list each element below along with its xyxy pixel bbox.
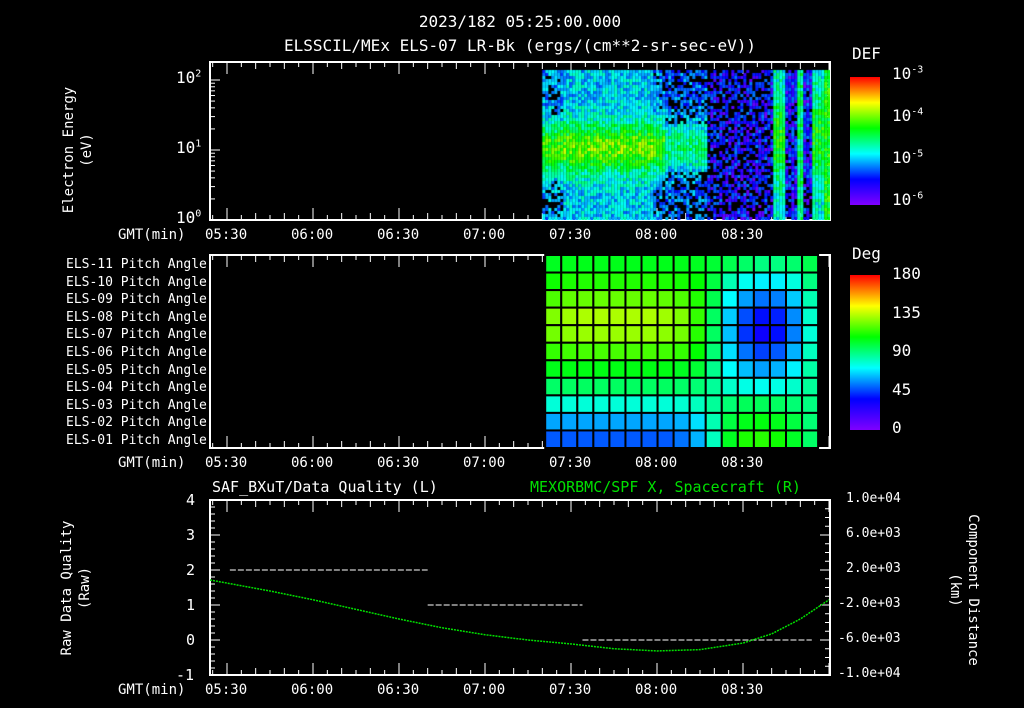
def-colorbar-tick-exponent: -6 <box>911 190 924 202</box>
deg-colorbar-tick: 45 <box>892 379 912 399</box>
pitch-angle-row-label: ELS-07 Pitch Angle <box>66 327 207 343</box>
plot-subtitle: ELSSCIL/MEx ELS-07 LR-Bk (ergs/(cm**2-sr… <box>283 36 756 55</box>
def-colorbar-tick-base: 10 <box>892 64 912 83</box>
gmt-label: GMT(min) <box>118 682 186 698</box>
pitch-angle-row-label: ELS-03 Pitch Angle <box>66 397 207 413</box>
def-colorbar-tick: 10-3 <box>892 64 923 83</box>
distance-tick-label: 1.0e+04 <box>846 491 901 506</box>
deg-colorbar-tick: 135 <box>892 302 921 322</box>
def-colorbar-tick-base: 10 <box>892 190 912 209</box>
energy-tick-label-exponent: 2 <box>195 68 202 80</box>
distance-tick-label: 2.0e+03 <box>846 561 901 576</box>
def-colorbar-tick-exponent: -4 <box>911 106 924 118</box>
quality-title: SAF_BXuT/Data Quality (L) <box>212 478 438 496</box>
pitch-angle-row-label: ELS-04 Pitch Angle <box>66 380 207 396</box>
quality-tick-label: 3 <box>186 526 196 544</box>
plot-timestamp: 2023/182 05:25:00.000 <box>418 12 622 31</box>
time-tick-label: 08:00 <box>635 227 678 243</box>
time-tick-label: 07:00 <box>463 682 506 698</box>
panel-frame-2 <box>209 254 831 449</box>
pitch-angle-row-label: ELS-06 Pitch Angle <box>66 345 207 360</box>
energy-tick-label: 102 <box>176 68 201 87</box>
pitch-angle-row-label: ELS-11 Pitch Angle <box>66 257 207 272</box>
time-tick-label: 08:30 <box>721 682 764 698</box>
energy-spectrogram <box>210 62 830 220</box>
distance-tick-label: -1.0e+04 <box>838 666 901 681</box>
time-tick-label: 07:30 <box>549 682 592 698</box>
def-colorbar-tick: 10-6 <box>892 190 923 209</box>
time-tick-label: 07:00 <box>463 455 506 471</box>
gmt-label: GMT(min) <box>118 227 186 243</box>
energy-tick-label-base: 10 <box>176 68 196 87</box>
distance-tick-label: 6.0e+03 <box>846 526 901 541</box>
time-tick-label: 08:30 <box>721 227 764 243</box>
deg-colorbar-tick: 180 <box>892 264 921 283</box>
time-tick-label: 06:00 <box>291 227 334 243</box>
deg-colorbar <box>850 275 880 430</box>
energy-tick-label: 101 <box>176 138 201 157</box>
time-tick-label: 07:30 <box>549 455 592 471</box>
def-colorbar-tick: 10-5 <box>892 148 923 167</box>
energy-tick-label-exponent: 1 <box>195 138 202 150</box>
time-tick-label: 08:30 <box>721 455 764 471</box>
pitch-angle-row-label: ELS-10 Pitch Angle <box>66 274 207 290</box>
deg-colorbar-tick: 0 <box>892 418 902 437</box>
time-tick-label: 08:00 <box>635 682 678 698</box>
def-colorbar-tick-base: 10 <box>892 106 912 125</box>
distance-tick-label: -2.0e+03 <box>838 596 901 611</box>
time-tick-label: 05:30 <box>205 227 248 243</box>
time-tick-label: 05:30 <box>205 455 248 471</box>
energy-tick-label-base: 10 <box>176 208 196 227</box>
pitch-angle-row-label: ELS-08 Pitch Angle <box>66 309 207 325</box>
time-tick-label: 06:00 <box>291 682 334 698</box>
quality-tick-label: 0 <box>186 631 196 649</box>
quality-tick-label: 4 <box>186 491 196 509</box>
time-tick-label: 06:00 <box>291 455 334 471</box>
pitch-angle-row-label: ELS-01 Pitch Angle <box>66 433 207 448</box>
time-tick-label: 06:30 <box>377 455 420 471</box>
pitch-angle-cell <box>801 429 820 450</box>
pitch-angle-row-label: ELS-02 Pitch Angle <box>66 415 207 431</box>
quality-tick-label: -1 <box>176 666 195 684</box>
energy-tick-label-exponent: 0 <box>195 208 202 220</box>
pitch-angle-row-label: ELS-09 Pitch Angle <box>66 292 207 308</box>
deg-colorbar-tick: 90 <box>892 341 912 360</box>
def-colorbar-title: DEF <box>852 44 881 63</box>
time-tick-label: 05:30 <box>205 682 248 698</box>
energy-tick-label: 100 <box>176 208 201 227</box>
def-colorbar-tick-exponent: -5 <box>911 148 924 160</box>
def-colorbar-tick: 10-4 <box>892 106 923 125</box>
gmt-label: GMT(min) <box>118 455 186 471</box>
time-tick-label: 06:30 <box>377 227 420 243</box>
position-title: MEXORBMC/SPF X, Spacecraft (R) <box>530 478 801 496</box>
quality-tick-label: 1 <box>186 596 196 614</box>
def-colorbar-tick-base: 10 <box>892 148 912 167</box>
quality-tick-label: 2 <box>186 561 196 579</box>
time-tick-label: 07:30 <box>549 227 592 243</box>
time-tick-label: 06:30 <box>377 682 420 698</box>
time-tick-label: 08:00 <box>635 455 678 471</box>
energy-tick-label-base: 10 <box>176 138 196 157</box>
def-colorbar <box>850 77 880 205</box>
deg-colorbar-title: Deg <box>852 244 881 263</box>
def-colorbar-tick-exponent: -3 <box>911 64 924 76</box>
distance-tick-label: -6.0e+03 <box>838 631 901 646</box>
pitch-angle-row-label: ELS-05 Pitch Angle <box>66 362 207 378</box>
time-tick-label: 07:00 <box>463 227 506 243</box>
spf-x-line <box>209 579 830 652</box>
